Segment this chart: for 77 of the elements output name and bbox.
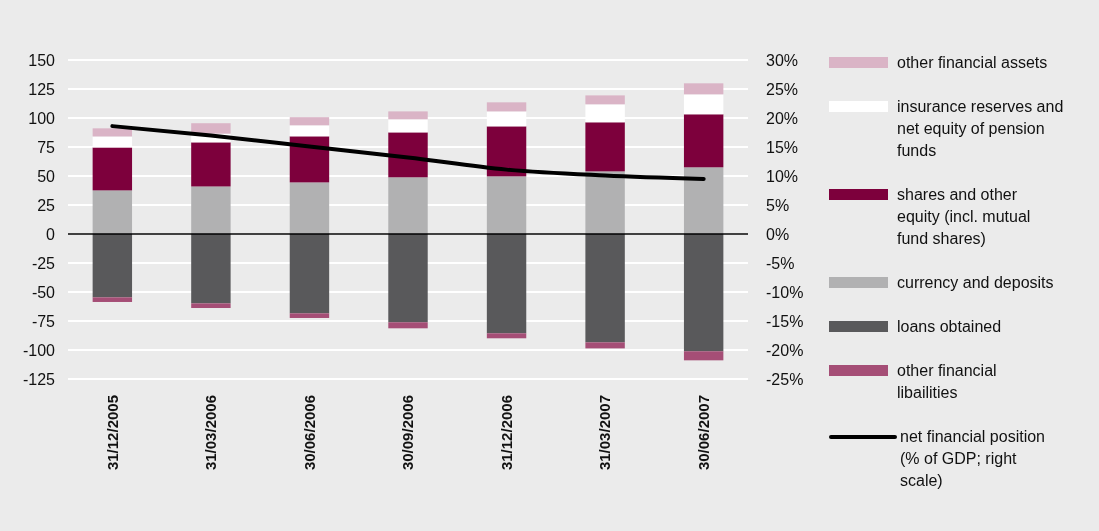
y2-tick-label: -25%	[766, 370, 804, 388]
bar	[585, 122, 625, 172]
bar	[388, 322, 428, 329]
bar	[289, 182, 330, 234]
bar	[585, 171, 625, 234]
bar	[388, 234, 428, 323]
bar	[289, 117, 330, 126]
y2-tick-label: 30%	[766, 51, 799, 69]
y-tick-label: -25	[31, 254, 56, 272]
legend-label: shares and other equity (incl. mutual fund shares)	[897, 185, 1031, 247]
x-tick-label: 31/03/2006	[202, 395, 220, 471]
bar	[289, 125, 330, 137]
y-tick-label: 100	[28, 109, 56, 127]
bar	[486, 126, 527, 177]
bar	[289, 234, 330, 314]
bar	[191, 303, 231, 309]
y2-tick-label: 25%	[766, 80, 799, 98]
bar	[388, 119, 428, 133]
bar	[683, 351, 724, 361]
bar	[92, 190, 133, 234]
x-tick-label: 30/09/2006	[399, 395, 417, 471]
legend-label: insurance reserves and net equity of pension funds	[897, 97, 1064, 159]
bar	[92, 297, 133, 302]
x-tick-label: 30/06/2006	[300, 395, 318, 471]
y2-tick-label: -20%	[766, 341, 804, 359]
bar	[191, 234, 231, 304]
bar	[486, 102, 527, 112]
bar	[683, 83, 724, 95]
x-tick-label: 31/03/2007	[596, 395, 614, 471]
bar	[683, 114, 724, 168]
bar	[92, 128, 133, 137]
bar	[486, 333, 527, 339]
x-tick-label: 31/12/2005	[103, 395, 121, 471]
legend-label: net financial position (% of GDP; right scale)	[900, 427, 1045, 489]
bar	[289, 313, 330, 318]
y-tick-label: -125	[22, 370, 56, 388]
y-tick-label: 150	[28, 51, 56, 69]
bar	[683, 167, 724, 234]
x-tick-label: 30/06/2007	[694, 395, 712, 471]
y2-tick-label: 0%	[766, 225, 790, 243]
y-tick-label: -50	[31, 283, 56, 301]
bar	[191, 186, 231, 234]
x-tick-label: 31/12/2006	[497, 395, 515, 471]
legend-label: currency and deposits	[897, 273, 1054, 291]
bar	[486, 176, 527, 234]
y-tick-label: 75	[37, 138, 56, 156]
bar	[585, 95, 625, 105]
y2-tick-label: -10%	[766, 283, 804, 301]
y-tick-label: 125	[28, 80, 56, 98]
legend-label: other financial libailities	[897, 361, 997, 401]
bar	[585, 234, 625, 343]
line-series	[110, 124, 706, 181]
bar	[486, 234, 527, 334]
bar	[388, 132, 428, 178]
y-tick-label: 0	[46, 225, 56, 243]
y2-tick-label: 5%	[766, 196, 790, 214]
bar	[92, 234, 133, 298]
y-tick-label: -100	[22, 341, 56, 359]
bar	[683, 94, 724, 115]
bar	[683, 234, 724, 352]
y2-tick-label: 20%	[766, 109, 799, 127]
bar	[388, 177, 428, 234]
bar	[289, 136, 330, 183]
y2-tick-label: -15%	[766, 312, 804, 330]
y2-tick-label: 10%	[766, 167, 799, 185]
y2-tick-label: 15%	[766, 138, 799, 156]
legend-label: other financial assets	[897, 53, 1048, 71]
y-tick-label: 50	[37, 167, 56, 185]
y-tick-label: -75	[31, 312, 56, 330]
bar	[388, 111, 428, 120]
y2-tick-label: -5%	[766, 254, 795, 272]
bar	[191, 123, 231, 134]
legend-label: loans obtained	[897, 317, 1002, 335]
y-tick-label: 25	[37, 196, 56, 214]
bar	[191, 142, 231, 187]
bar	[92, 147, 133, 191]
bar	[585, 342, 625, 349]
